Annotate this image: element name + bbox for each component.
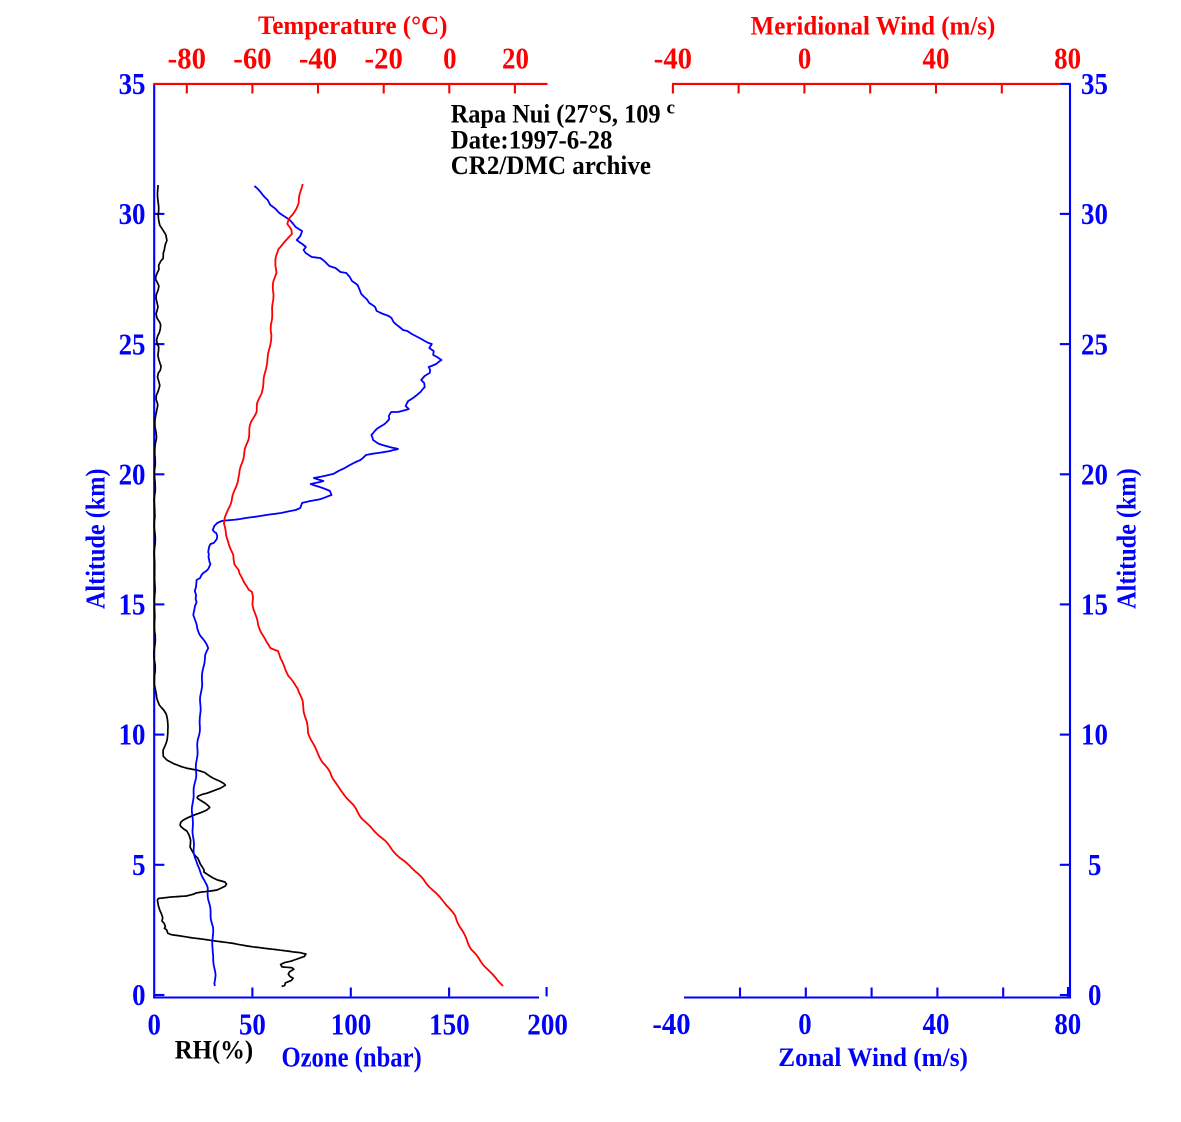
svg-text:5: 5	[132, 847, 145, 882]
svg-text:CR2/DMC archive: CR2/DMC archive	[451, 151, 651, 180]
svg-text:-40: -40	[652, 1006, 690, 1041]
svg-text:Meridional Wind (m/s): Meridional Wind (m/s)	[751, 11, 996, 41]
svg-text:Temperature (°C): Temperature (°C)	[258, 10, 447, 40]
svg-text:25: 25	[1081, 326, 1108, 361]
svg-text:0: 0	[132, 977, 145, 1012]
svg-text:15: 15	[1081, 587, 1108, 622]
svg-text:10: 10	[119, 717, 146, 752]
svg-text:50: 50	[239, 1007, 266, 1042]
svg-text:200: 200	[527, 1007, 568, 1042]
svg-text:10: 10	[1081, 717, 1108, 752]
svg-text:80: 80	[1054, 40, 1081, 75]
svg-text:-60: -60	[233, 40, 271, 75]
svg-text:0: 0	[798, 40, 811, 75]
svg-text:35: 35	[119, 66, 146, 101]
svg-text:150: 150	[429, 1007, 470, 1042]
svg-text:40: 40	[923, 40, 950, 75]
svg-text:20: 20	[119, 456, 146, 491]
svg-text:-40: -40	[654, 40, 692, 75]
svg-text:-20: -20	[365, 40, 403, 75]
svg-text:30: 30	[1081, 196, 1108, 231]
svg-text:0: 0	[443, 40, 456, 75]
svg-text:40: 40	[923, 1006, 950, 1041]
svg-text:30: 30	[119, 196, 146, 231]
svg-text:Date:1997-6-28: Date:1997-6-28	[451, 125, 613, 154]
svg-text:Rapa Nui (27°S, 109: Rapa Nui (27°S, 109	[451, 99, 661, 128]
svg-text:100: 100	[331, 1007, 372, 1042]
svg-text:-40: -40	[299, 40, 337, 75]
svg-text:20: 20	[502, 40, 529, 75]
svg-text:0: 0	[798, 1006, 811, 1041]
svg-text:-80: -80	[168, 40, 206, 75]
svg-text:c: c	[667, 98, 675, 119]
svg-text:35: 35	[1081, 66, 1108, 101]
svg-text:25: 25	[119, 326, 146, 361]
svg-text:0: 0	[1088, 977, 1101, 1012]
svg-text:RH(%): RH(%)	[175, 1036, 253, 1065]
svg-text:Zonal Wind (m/s): Zonal Wind (m/s)	[778, 1043, 968, 1072]
svg-text:20: 20	[1081, 456, 1108, 491]
svg-text:15: 15	[119, 587, 146, 622]
svg-text:Altitude (km): Altitude (km)	[81, 469, 111, 610]
svg-text:80: 80	[1054, 1006, 1081, 1041]
svg-text:Altitude (km): Altitude (km)	[1111, 468, 1141, 609]
svg-text:Ozone (nbar): Ozone (nbar)	[281, 1042, 421, 1073]
svg-text:0: 0	[148, 1007, 161, 1042]
svg-text:5: 5	[1088, 847, 1101, 882]
